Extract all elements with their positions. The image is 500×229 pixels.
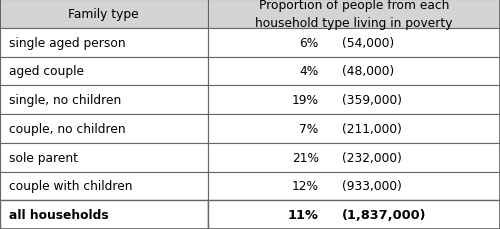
Bar: [0, 57, 208, 86]
Text: single, no children: single, no children: [10, 94, 122, 107]
Bar: [208, 0, 500, 29]
Bar: [0, 143, 208, 172]
Text: 4%: 4%: [300, 65, 318, 78]
Text: Proportion of people from each
household type living in poverty: Proportion of people from each household…: [255, 0, 452, 30]
Text: all households: all households: [10, 208, 109, 221]
Text: 21%: 21%: [292, 151, 318, 164]
Bar: [208, 114, 500, 143]
Bar: [208, 172, 500, 200]
Bar: [208, 200, 500, 229]
Text: 12%: 12%: [292, 180, 318, 193]
Text: 11%: 11%: [288, 208, 318, 221]
Bar: [208, 29, 500, 57]
Text: aged couple: aged couple: [10, 65, 85, 78]
Text: (54,000): (54,000): [342, 36, 394, 49]
Bar: [208, 143, 500, 172]
Text: 6%: 6%: [300, 36, 318, 49]
Bar: [0, 114, 208, 143]
Text: 7%: 7%: [300, 122, 318, 135]
Bar: [208, 57, 500, 86]
Bar: [0, 29, 208, 57]
Text: (359,000): (359,000): [342, 94, 402, 107]
Bar: [0, 0, 208, 29]
Text: Family type: Family type: [68, 8, 139, 21]
Text: (232,000): (232,000): [342, 151, 402, 164]
Text: couple with children: couple with children: [10, 180, 133, 193]
Text: (1,837,000): (1,837,000): [342, 208, 426, 221]
Bar: [0, 86, 208, 114]
Bar: [0, 200, 208, 229]
Bar: [0, 172, 208, 200]
Bar: [208, 86, 500, 114]
Text: couple, no children: couple, no children: [10, 122, 126, 135]
Text: sole parent: sole parent: [10, 151, 78, 164]
Text: (211,000): (211,000): [342, 122, 402, 135]
Text: single aged person: single aged person: [10, 36, 126, 49]
Text: 19%: 19%: [292, 94, 318, 107]
Text: (933,000): (933,000): [342, 180, 402, 193]
Text: (48,000): (48,000): [342, 65, 394, 78]
